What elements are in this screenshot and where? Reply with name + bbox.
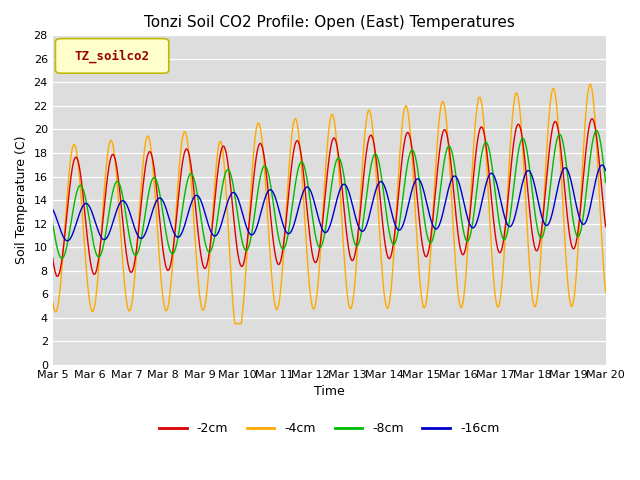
Y-axis label: Soil Temperature (C): Soil Temperature (C): [15, 136, 28, 264]
FancyBboxPatch shape: [56, 38, 169, 73]
Legend: -2cm, -4cm, -8cm, -16cm: -2cm, -4cm, -8cm, -16cm: [154, 417, 504, 440]
X-axis label: Time: Time: [314, 385, 344, 398]
Text: TZ_soilco2: TZ_soilco2: [75, 49, 150, 62]
Title: Tonzi Soil CO2 Profile: Open (East) Temperatures: Tonzi Soil CO2 Profile: Open (East) Temp…: [144, 15, 515, 30]
